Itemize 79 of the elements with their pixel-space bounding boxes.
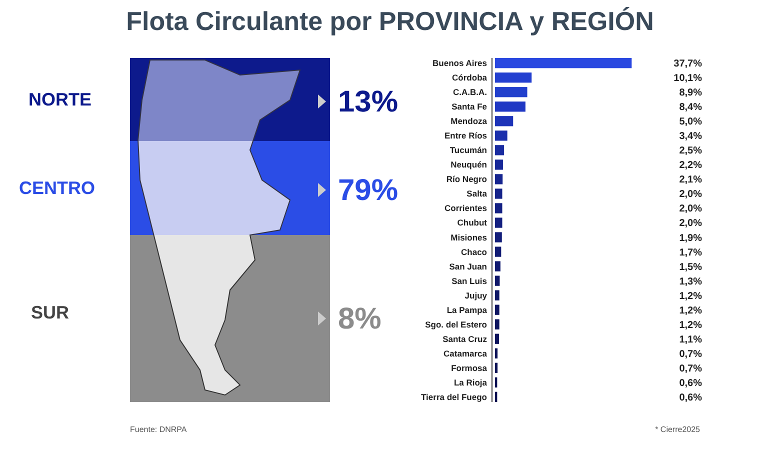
bar <box>495 334 499 344</box>
data-label: 1,2% <box>679 320 702 331</box>
data-label: 2,0% <box>679 189 702 200</box>
data-label: 8,4% <box>679 102 702 114</box>
bar <box>495 174 503 184</box>
y-tick-label: Jujuy <box>464 290 488 300</box>
bar <box>495 362 498 373</box>
y-tick-label: Chaco <box>461 246 487 257</box>
y-tick-label: Tierra del Fuego <box>421 392 487 402</box>
y-tick-label: Misiones <box>450 232 488 242</box>
bar <box>495 58 632 68</box>
bar <box>495 261 500 272</box>
bar <box>495 87 528 98</box>
bar <box>495 304 500 315</box>
bar <box>495 290 500 300</box>
data-label: 0,6% <box>679 392 702 404</box>
data-label: 13% <box>338 86 398 118</box>
y-tick-label: Mendoza <box>450 116 488 126</box>
data-label: 2,0% <box>679 218 702 230</box>
category-label: CENTRO <box>19 178 95 198</box>
y-tick-label: San Luis <box>452 276 488 286</box>
y-tick-label: La Rioja <box>454 377 488 388</box>
data-label: 1,7% <box>679 247 702 258</box>
bar <box>495 72 532 83</box>
y-tick-label: Sgo. del Estero <box>425 319 487 330</box>
bar <box>495 319 500 330</box>
y-tick-label: Neuquén <box>450 160 487 170</box>
y-tick-label: Río Negro <box>446 174 487 184</box>
bar <box>495 160 503 170</box>
data-label: 5,0% <box>679 116 702 128</box>
y-tick-label: C.A.B.A. <box>453 87 487 98</box>
data-label: 0,6% <box>679 378 702 389</box>
data-label: 0,7% <box>679 363 702 374</box>
y-tick-label: Chubut <box>457 218 488 228</box>
y-tick-label: Catamarca <box>444 348 488 358</box>
y-tick-label: Córdoba <box>452 72 488 83</box>
y-tick-label: La Pampa <box>446 304 488 315</box>
text: Flota Circulante por PROVINCIA y REGIÓN <box>126 6 654 36</box>
bar <box>495 276 500 286</box>
data-label: 1,2% <box>679 305 702 316</box>
y-tick-label: Santa Fe <box>452 102 488 112</box>
y-tick-label: Santa Cruz <box>442 334 487 344</box>
data-label: 8,9% <box>679 88 702 99</box>
bar <box>495 348 498 358</box>
bar <box>495 232 502 242</box>
source-note: Fuente: DNRPA <box>130 425 188 434</box>
data-label: 1,2% <box>679 290 702 302</box>
y-tick-label: San Juan <box>449 261 487 272</box>
data-label: 0,7% <box>679 348 702 360</box>
data-label: 2,0% <box>679 204 702 215</box>
data-label: 79% <box>338 174 398 207</box>
text: * Cierre2025 <box>655 425 701 434</box>
data-label: 3,4% <box>679 131 702 142</box>
data-label: 1,1% <box>679 334 702 346</box>
bar <box>495 203 502 214</box>
y-tick-label: Entre Ríos <box>444 130 488 141</box>
data-label: 2,1% <box>679 174 702 186</box>
bar <box>495 116 514 126</box>
y-tick-label: Salta <box>466 188 488 199</box>
bar <box>495 130 508 141</box>
y-tick-label: Formosa <box>451 362 488 373</box>
category-label: NORTE <box>28 90 92 110</box>
data-label: 8% <box>338 302 382 336</box>
data-label: 1,5% <box>679 262 702 273</box>
data-label: 37,7% <box>674 58 702 70</box>
y-tick-label: Corrientes <box>444 203 488 214</box>
y-tick-label: Tucumán <box>450 145 487 156</box>
data-label: 1,3% <box>679 276 702 288</box>
data-label: 1,9% <box>679 232 702 244</box>
bar <box>495 188 502 199</box>
bar <box>495 246 502 257</box>
bar <box>495 102 526 112</box>
y-tick-label: Buenos Aires <box>432 58 488 68</box>
bar <box>495 218 502 228</box>
bar <box>495 145 504 156</box>
category-label: SUR <box>30 302 70 322</box>
data-label: 2,5% <box>679 146 702 157</box>
data-label: 2,2% <box>679 160 702 172</box>
data-label: 10,1% <box>674 73 702 84</box>
